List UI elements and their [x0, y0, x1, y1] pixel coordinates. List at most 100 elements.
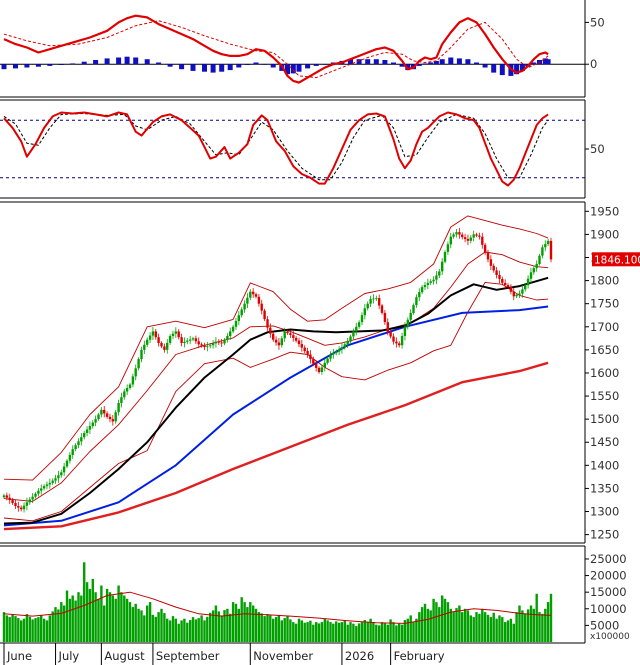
candle-body — [538, 255, 541, 264]
volume-bar — [94, 592, 97, 642]
volume-bar — [501, 617, 504, 642]
price-tick-label: 1500 — [590, 412, 619, 426]
candle-body — [209, 345, 212, 347]
candle-body — [14, 503, 17, 506]
volume-bar — [80, 595, 83, 642]
volume-bar — [403, 620, 407, 642]
volume-bar — [526, 609, 530, 642]
volume-bar — [535, 593, 538, 642]
volume-bar — [372, 622, 375, 642]
volume-bar — [392, 622, 395, 642]
candle-body — [332, 353, 335, 355]
volume-bar — [521, 610, 524, 642]
candle-body — [326, 358, 329, 363]
candle-body — [174, 331, 177, 334]
volume-bar — [355, 626, 358, 642]
volume-bar — [48, 615, 51, 642]
macd-histogram-bar — [227, 64, 233, 71]
volume-bar — [449, 608, 452, 642]
macd-histogram-bar — [482, 64, 488, 68]
candle-body — [512, 291, 515, 297]
volume-bar — [37, 617, 40, 642]
candle-body — [20, 507, 23, 510]
stochastic-k-line — [3, 111, 549, 187]
volume-bar — [280, 620, 283, 642]
candle-body — [506, 285, 510, 288]
volume-bar — [383, 623, 387, 642]
x-tick-label: February — [394, 649, 445, 663]
candle-body — [372, 298, 375, 300]
volume-bar — [157, 612, 160, 642]
candle-body — [432, 279, 435, 282]
volume-bar — [249, 602, 252, 642]
candle-body — [518, 293, 521, 295]
volume-bar — [74, 600, 77, 642]
volume-bar — [312, 624, 315, 642]
candle-body — [297, 340, 301, 345]
volume-bar — [2, 612, 6, 642]
volume-bar — [461, 612, 464, 642]
candle-body — [68, 454, 72, 461]
candle-body — [22, 505, 26, 510]
x-tick-label: November — [253, 649, 313, 663]
volume-unit-label: x100000 — [590, 632, 630, 642]
volume-bar — [512, 623, 515, 642]
candle-body — [294, 337, 298, 341]
volume-bar — [283, 618, 286, 642]
x-tick-label: September — [156, 649, 220, 663]
macd-histogram-bar — [448, 57, 454, 65]
macd-histogram-bar — [348, 59, 353, 65]
candle-body — [34, 493, 37, 497]
volume-bar — [243, 602, 246, 642]
candle-body — [103, 409, 106, 414]
volume-bar — [154, 616, 157, 642]
candle-body — [140, 349, 143, 360]
volume-bar — [277, 615, 281, 642]
volume-bar — [40, 615, 43, 642]
volume-bar — [532, 608, 535, 642]
candle-body — [426, 282, 430, 285]
volume-bar — [432, 598, 435, 642]
macd-histogram-bar — [1, 64, 7, 70]
candle-body — [504, 282, 507, 285]
candle-body — [177, 331, 180, 338]
bollinger-upper — [3, 215, 549, 481]
price-tick-label: 1350 — [590, 481, 619, 495]
macd-histogram-bar — [190, 64, 196, 71]
volume-bar — [97, 598, 100, 642]
macd-histogram-bar — [365, 59, 371, 65]
candle-body — [94, 419, 97, 423]
x-axis: June July August September November 2026 Febru… — [3, 643, 445, 665]
volume-bar — [409, 615, 412, 642]
candle-body — [37, 490, 40, 494]
macd-lines — [3, 14, 549, 84]
volume-bar — [117, 585, 120, 642]
volume-bar — [214, 605, 218, 642]
candle-body — [263, 310, 266, 320]
candle-body — [435, 275, 438, 280]
volume-bar — [492, 612, 495, 642]
candle-body — [146, 339, 149, 345]
volume-bar — [217, 611, 220, 642]
macd-histogram-bar — [439, 59, 445, 65]
volume-bar — [114, 598, 117, 642]
volume-bar — [51, 611, 54, 642]
candle-body — [289, 333, 292, 335]
macd-histogram-bar — [499, 64, 505, 76]
candle-body — [74, 445, 77, 450]
candle-body — [438, 271, 441, 276]
candle-body — [323, 362, 326, 368]
candle-body — [77, 441, 80, 446]
macd-histogram-bar — [13, 64, 18, 69]
volume-bar — [475, 612, 478, 642]
volume-bar — [197, 618, 200, 642]
macd-histogram-bar — [104, 58, 110, 65]
volume-bar — [34, 618, 37, 642]
volume-bar — [538, 612, 541, 642]
volume-bar — [398, 623, 401, 642]
candle-body — [137, 359, 140, 369]
candle-body — [400, 336, 404, 346]
volume-bar — [163, 613, 166, 642]
volume-bar — [435, 602, 438, 642]
macd-histogram-bar — [81, 61, 87, 65]
